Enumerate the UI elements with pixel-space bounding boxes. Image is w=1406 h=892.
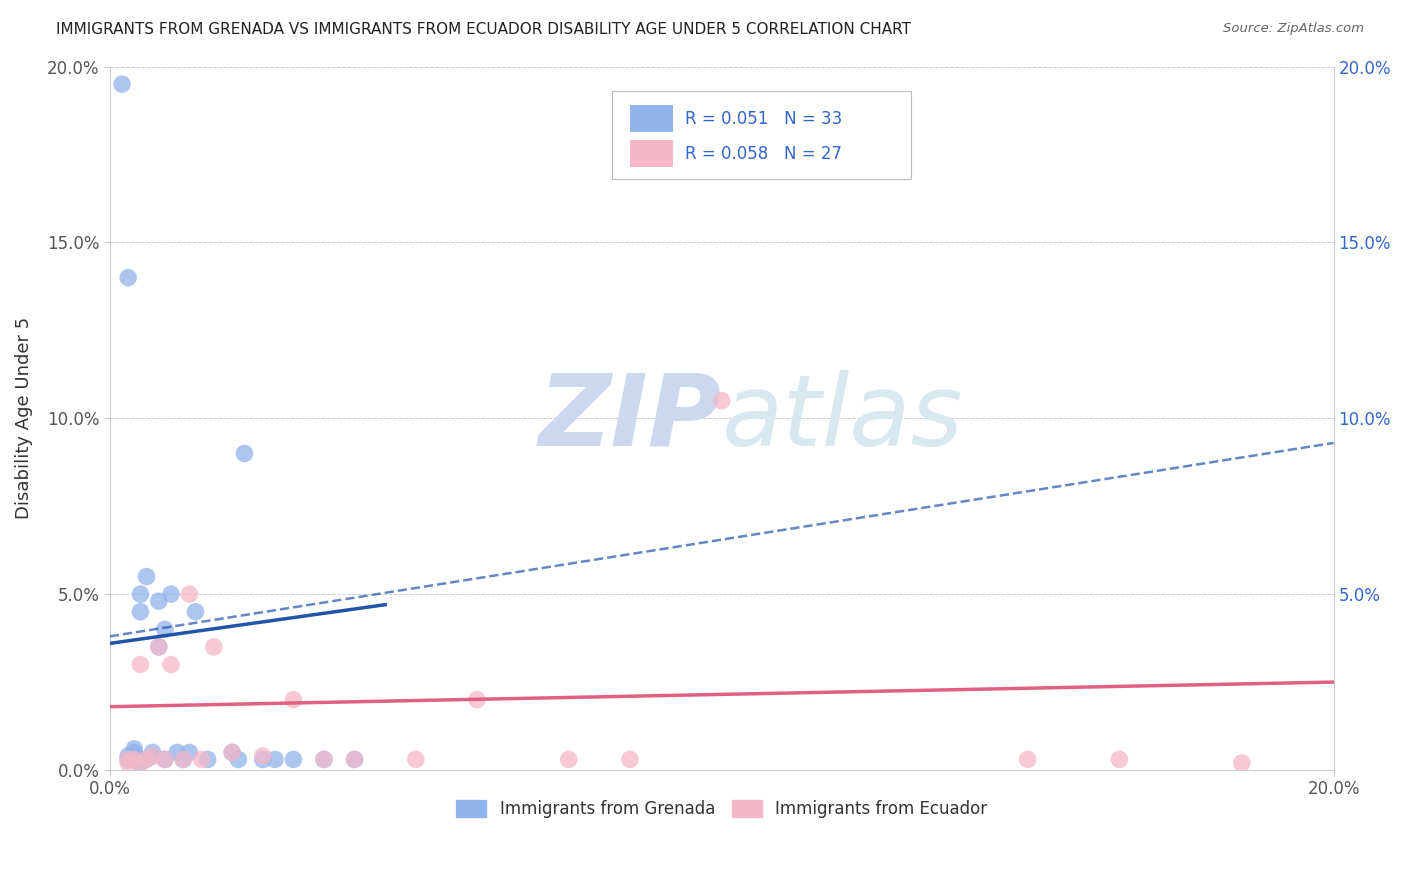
Point (1230, 756, 1253, 770)
Point (343, 752, 366, 766)
Point (160, 657, 183, 672)
Point (226, 752, 249, 766)
Text: R = 0.058   N = 27: R = 0.058 N = 27 (685, 145, 842, 163)
Text: IMMIGRANTS FROM GRENADA VS IMMIGRANTS FROM ECUADOR DISABILITY AGE UNDER 5 CORREL: IMMIGRANTS FROM GRENADA VS IMMIGRANTS FR… (56, 22, 911, 37)
Point (405, 752, 427, 766)
Point (172, 752, 194, 766)
Legend: Immigrants from Grenada, Immigrants from Ecuador: Immigrants from Grenada, Immigrants from… (450, 794, 994, 825)
Y-axis label: Disability Age Under 5: Disability Age Under 5 (15, 318, 32, 519)
Point (202, 640, 225, 654)
Point (252, 748, 274, 763)
Point (619, 752, 641, 766)
Point (117, 756, 139, 770)
Point (124, 742, 146, 756)
Point (160, 587, 183, 601)
Text: atlas: atlas (721, 370, 963, 467)
Text: Source: ZipAtlas.com: Source: ZipAtlas.com (1223, 22, 1364, 36)
FancyBboxPatch shape (630, 105, 672, 132)
Point (117, 748, 139, 763)
Point (166, 746, 188, 760)
Point (172, 752, 194, 766)
Point (142, 748, 165, 763)
Point (221, 746, 243, 760)
Point (129, 587, 152, 601)
Point (283, 752, 305, 766)
Text: R = 0.051   N = 33: R = 0.051 N = 33 (685, 110, 842, 128)
Point (135, 752, 157, 766)
Point (710, 393, 733, 408)
Point (179, 746, 201, 760)
Point (252, 752, 274, 766)
Point (153, 752, 176, 766)
Point (135, 752, 157, 766)
Point (1017, 752, 1039, 766)
Point (221, 746, 243, 760)
Point (148, 640, 170, 654)
FancyBboxPatch shape (630, 140, 672, 167)
Point (312, 752, 335, 766)
Point (117, 270, 139, 285)
Point (233, 446, 256, 460)
Point (465, 692, 488, 706)
Point (283, 692, 305, 706)
Point (124, 748, 146, 763)
Point (135, 569, 157, 583)
Point (148, 640, 170, 654)
Point (197, 752, 219, 766)
Point (129, 605, 152, 619)
Point (129, 752, 152, 766)
Text: ZIP: ZIP (538, 370, 721, 467)
Point (129, 657, 152, 672)
Point (129, 756, 152, 770)
Point (129, 756, 152, 770)
Point (343, 752, 366, 766)
Point (264, 752, 287, 766)
Point (117, 752, 139, 766)
Point (124, 752, 146, 766)
Point (117, 752, 139, 766)
Point (558, 752, 581, 766)
Point (153, 623, 176, 637)
Point (124, 746, 146, 760)
Point (142, 746, 165, 760)
Point (1108, 752, 1130, 766)
Point (142, 748, 165, 763)
FancyBboxPatch shape (612, 91, 911, 179)
Point (148, 594, 170, 608)
Point (111, 77, 134, 91)
Point (190, 752, 212, 766)
Point (179, 587, 201, 601)
Point (184, 605, 207, 619)
Point (153, 752, 176, 766)
Point (312, 752, 335, 766)
